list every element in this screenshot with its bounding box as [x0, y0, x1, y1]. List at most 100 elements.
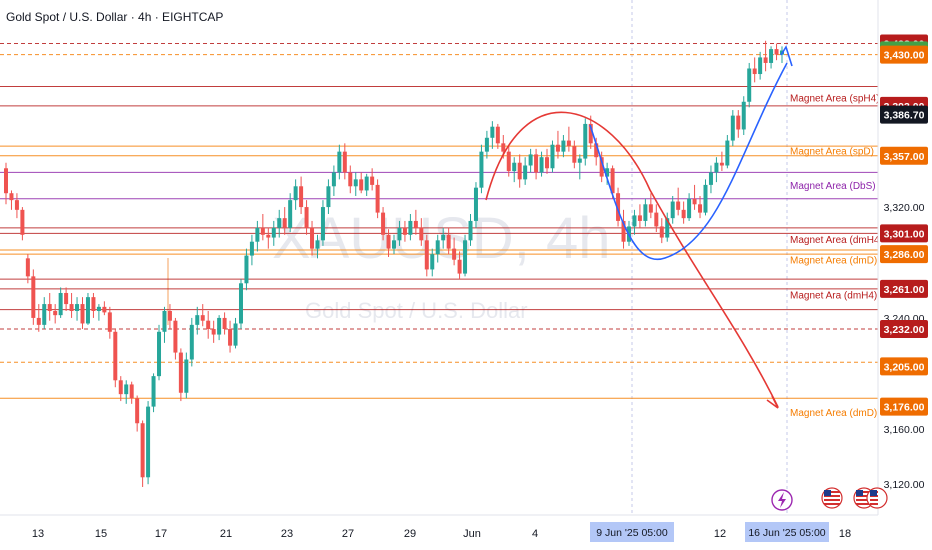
- price-tag-bg: [880, 245, 928, 264]
- candle-body: [670, 201, 675, 219]
- candle-body: [714, 162, 719, 173]
- candle-body: [741, 101, 746, 130]
- candle-body: [725, 140, 730, 166]
- watermark-name: Gold Spot / U.S. Dollar: [305, 298, 528, 323]
- candle-body: [331, 172, 336, 187]
- candle-body: [763, 57, 768, 63]
- candle-body: [178, 352, 183, 393]
- us-flag-icon[interactable]: [821, 487, 843, 509]
- candle-body: [692, 198, 697, 205]
- time-tick: 23: [281, 528, 293, 540]
- candle-body: [659, 226, 664, 238]
- candle-body: [698, 204, 703, 213]
- price-tag: 3,205.00: [884, 361, 925, 373]
- candle-body: [774, 49, 779, 55]
- candle-body: [736, 115, 741, 130]
- candle-body: [588, 123, 593, 144]
- price-tag-bg: [880, 224, 928, 243]
- candle-body: [370, 176, 375, 185]
- candle-body: [523, 165, 528, 180]
- zone-annotation: Magnet Area (spH4): [790, 94, 880, 105]
- candle-body: [517, 162, 522, 180]
- candle-body: [299, 186, 304, 208]
- candle-body: [233, 323, 238, 346]
- price-tag: 3,386.70: [884, 110, 925, 122]
- time-tick: 18: [839, 528, 851, 540]
- candle-body: [599, 157, 604, 177]
- candle-body: [113, 331, 118, 381]
- candle-body: [118, 380, 123, 395]
- candle-body: [69, 304, 74, 311]
- candle-body: [665, 218, 670, 238]
- candle-body: [244, 255, 249, 284]
- price-tag: 3,286.00: [884, 249, 925, 261]
- time-axis[interactable]: [0, 515, 878, 550]
- candle-body: [348, 172, 353, 187]
- candle-body: [255, 227, 260, 242]
- candle-body: [189, 324, 194, 360]
- blue-cup-curve: [589, 62, 788, 261]
- candle-body: [353, 179, 358, 187]
- candle-body: [402, 227, 407, 235]
- candle-body: [211, 329, 216, 335]
- candle-body: [468, 220, 473, 241]
- candle-body: [157, 331, 162, 377]
- candle-body: [539, 157, 544, 173]
- candle-body: [129, 384, 134, 399]
- candle-body: [228, 329, 233, 346]
- time-tick: 15: [95, 528, 107, 540]
- time-labels: 13 15 17 21 23 27 29 Jun 4 9 Jun '25 05:00 12 16 Ju…: [32, 522, 851, 542]
- price-tag: 3,261.00: [884, 284, 925, 296]
- candle-body: [200, 315, 205, 321]
- candle-body: [555, 144, 560, 152]
- us-flag-icon[interactable]: [866, 487, 888, 509]
- candle-body: [616, 193, 621, 221]
- candle-body: [545, 157, 550, 169]
- candle-body: [594, 143, 599, 158]
- candle-body: [277, 218, 282, 228]
- candle-body: [419, 227, 424, 241]
- candle-body: [206, 320, 211, 330]
- candle-body: [719, 162, 724, 166]
- price-tag-bg: [880, 105, 928, 124]
- candle-body: [758, 57, 763, 75]
- price-labels: 3,438.003,433.073,430.003,393.003,386.70…: [880, 34, 928, 491]
- candles: [4, 40, 784, 487]
- zone-annotation: Magnet Area (dmD): [790, 256, 877, 267]
- candle-body: [479, 151, 484, 188]
- candle-body: [413, 220, 418, 228]
- lightning-icon[interactable]: [771, 489, 793, 511]
- candle-body: [747, 68, 752, 102]
- candle-body: [146, 406, 151, 478]
- candle-body: [124, 384, 129, 395]
- candle-body: [392, 240, 396, 249]
- candle-body: [463, 240, 468, 274]
- candle-body: [446, 234, 451, 249]
- candle-body: [53, 311, 58, 316]
- candle-body: [249, 241, 254, 256]
- time-tick: 13: [32, 528, 44, 540]
- price-tick: 3,160.00: [884, 424, 925, 436]
- candle-body: [566, 140, 571, 147]
- candle-body: [184, 359, 189, 393]
- zone-annotation: Magnet Area (dmD): [790, 408, 877, 419]
- candle-body: [397, 227, 402, 241]
- candle-body: [80, 304, 85, 324]
- candle-body: [703, 184, 708, 213]
- red-projection-curve: [485, 111, 779, 408]
- price-tag: 3,176.00: [884, 402, 925, 414]
- price-tick: 3,120.00: [884, 479, 925, 491]
- red-arrow-head: [766, 395, 779, 409]
- candle-body: [583, 123, 588, 159]
- candle-body: [217, 317, 222, 335]
- zone-annotations: Magnet Area (spH4) Magnet Area (spD) Magne…: [790, 94, 883, 420]
- price-tag: 3,301.00: [884, 228, 925, 240]
- candle-body: [25, 258, 30, 277]
- candle-body: [408, 220, 413, 235]
- blue-arrow-head: [780, 45, 793, 67]
- time-tick: 27: [342, 528, 354, 540]
- candle-body: [572, 146, 577, 163]
- candle-body: [85, 297, 90, 324]
- price-axis[interactable]: [878, 0, 932, 550]
